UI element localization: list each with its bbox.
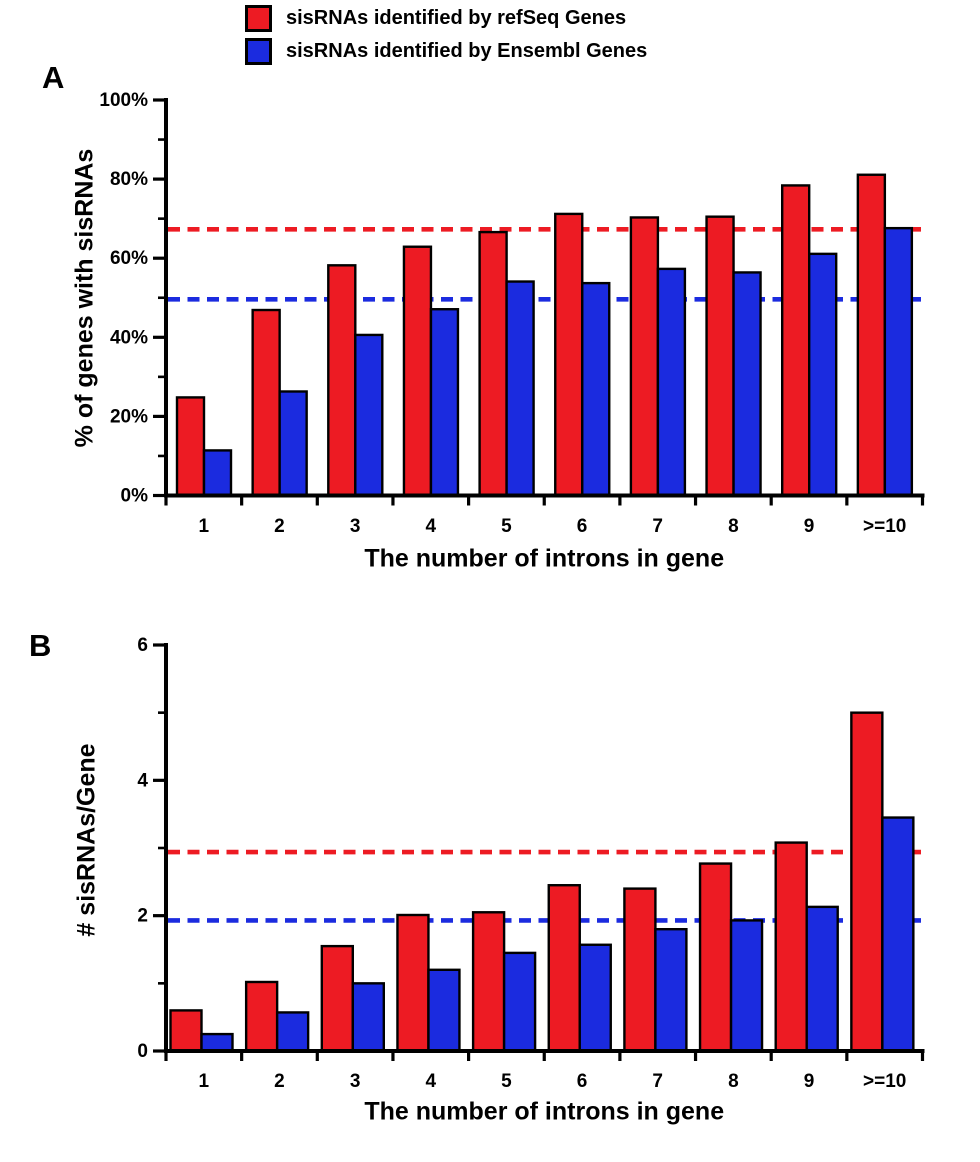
legend: sisRNAs identified by refSeq Genes sisRN… [245, 2, 647, 68]
panel-b-y-tick-label: 2 [137, 906, 148, 927]
panel-b-x-tick-label: 3 [350, 1071, 361, 1092]
panel-a-x-tick-label: 1 [199, 516, 210, 537]
panel-b-x-tick-label: 2 [274, 1071, 285, 1092]
panel-a-x-tick-label: 6 [577, 516, 588, 537]
panel-b-bar-ensembl-3 [351, 982, 385, 1053]
panel-a-bar-refseq-4 [402, 245, 433, 497]
panel-a-x-axis-title: The number of introns in gene [364, 545, 724, 573]
panel-a-bar-refseq-8 [705, 215, 735, 497]
panel-a-y-tick-label: 80% [110, 169, 148, 190]
panel-b-bar-ensembl-5 [502, 951, 537, 1053]
panel-a-bar-ensembl-2 [278, 390, 308, 497]
panel-b-bar-refseq-6 [547, 884, 581, 1053]
panel-a-bar-refseq-3 [327, 264, 357, 497]
panel-b-x-tick-label: >=10 [863, 1071, 906, 1092]
panel-b-bar-refseq-4 [396, 913, 430, 1053]
panel-b-bar-ensembl-8 [729, 919, 764, 1053]
refseq-swatch-icon [245, 5, 272, 32]
panel-a-bar-ensembl-3 [354, 333, 384, 497]
panel-a-bar-ensembl-1 [202, 449, 233, 497]
panel-a-bar-refseq->=10 [856, 173, 887, 497]
panel-b-bar-refseq-1 [169, 1009, 203, 1053]
panel-b-bar-ensembl-1 [200, 1032, 234, 1053]
panel-b-chart: 0 2 4 6 1 2 3 4 5 6 7 8 9 >=10 The number of introns i… [73, 635, 926, 1126]
panel-b-bar-refseq-8 [698, 862, 733, 1053]
panel-a-x-tick-label: 4 [425, 516, 436, 537]
panel-a-chart: 0% 20% 40% 60% 80% 100% 1 2 3 4 5 6 7 8 9 >=10 The numbe… [71, 90, 926, 573]
panel-a-bar-ensembl-8 [732, 271, 762, 497]
panel-b-x-tick-label: 5 [501, 1071, 512, 1092]
panel-b-x-tick-label: 8 [728, 1071, 739, 1092]
panel-a-bar-ensembl-9 [808, 252, 838, 497]
legend-item-ensembl: sisRNAs identified by Ensembl Genes [245, 35, 647, 68]
panel-a-bar-ensembl-6 [581, 281, 611, 497]
legend-label-refseq: sisRNAs identified by refSeq Genes [286, 7, 627, 29]
panel-b-bar-refseq-5 [471, 911, 506, 1053]
ensembl-swatch-icon [245, 38, 272, 65]
panel-b-x-tick-label: 9 [804, 1071, 815, 1092]
panel-a-bar-ensembl-7 [656, 267, 687, 497]
panel-a-y-tick-label: 60% [110, 248, 148, 269]
panel-b-letter: B [29, 628, 52, 663]
panel-a-x-tick-label: 7 [652, 516, 663, 537]
panel-b-bar-refseq-9 [774, 841, 808, 1053]
panel-a-y-tick-label: 40% [110, 327, 148, 348]
panel-a-bar-refseq-9 [781, 184, 811, 497]
panel-a-letter: A [42, 60, 65, 95]
panel-b-y-tick-label: 0 [137, 1041, 148, 1062]
panel-a-bar-ensembl-5 [505, 280, 535, 497]
panel-a-x-tick-label: 9 [804, 516, 815, 537]
panel-b-x-tick-label: 7 [652, 1071, 663, 1092]
panel-a-bar-refseq-7 [629, 216, 660, 497]
panel-b-bar-ensembl-9 [805, 905, 839, 1053]
panel-b-bar-refseq-7 [623, 887, 657, 1053]
legend-label-ensembl: sisRNAs identified by Ensembl Genes [286, 40, 648, 62]
panel-b-x-tick-label: 6 [577, 1071, 588, 1092]
panel-a-y-tick-label: 0% [121, 486, 149, 507]
panel-a-y-tick-label: 20% [110, 406, 148, 427]
panel-a-y-tick-label: 100% [99, 90, 148, 111]
panel-a-bar-refseq-5 [478, 230, 508, 497]
panel-b-bar-ensembl->=10 [881, 816, 915, 1053]
panel-a-x-tick-label: 3 [350, 516, 361, 537]
panel-b-bar-ensembl-4 [427, 968, 461, 1053]
legend-item-refseq: sisRNAs identified by refSeq Genes [245, 2, 647, 35]
panel-b-bar-refseq-3 [320, 944, 354, 1053]
panel-b-x-tick-label: 4 [425, 1071, 436, 1092]
panel-b-x-tick-label: 1 [199, 1071, 210, 1092]
panel-a-y-axis-title: % of genes with sisRNAs [71, 149, 99, 448]
panel-b-bar-ensembl-2 [275, 1011, 310, 1053]
panel-b-bar-refseq-2 [244, 980, 279, 1053]
panel-b-bar-ensembl-6 [578, 943, 612, 1053]
panel-b-x-axis-title: The number of introns in gene [364, 1098, 724, 1126]
panel-a-bar-refseq-2 [251, 308, 281, 497]
panel-a-x-tick-label: 5 [501, 516, 512, 537]
panel-a-x-tick-label: 8 [728, 516, 739, 537]
panel-a-x-tick-label: >=10 [863, 516, 906, 537]
panel-b-bar-refseq->=10 [850, 711, 884, 1053]
panel-b-y-tick-label: 4 [137, 770, 148, 791]
panel-b-bar-ensembl-7 [654, 928, 688, 1053]
panel-a-x-tick-label: 2 [274, 516, 285, 537]
panel-a-bar-refseq-6 [554, 212, 584, 497]
panel-b-y-tick-label: 6 [137, 635, 148, 656]
panel-b-y-axis-title: # sisRNAs/Gene [73, 743, 101, 936]
panel-a-bar-refseq-1 [175, 396, 206, 497]
panel-a-bar-ensembl-4 [429, 308, 460, 497]
panel-a-bar-ensembl->=10 [883, 226, 914, 497]
